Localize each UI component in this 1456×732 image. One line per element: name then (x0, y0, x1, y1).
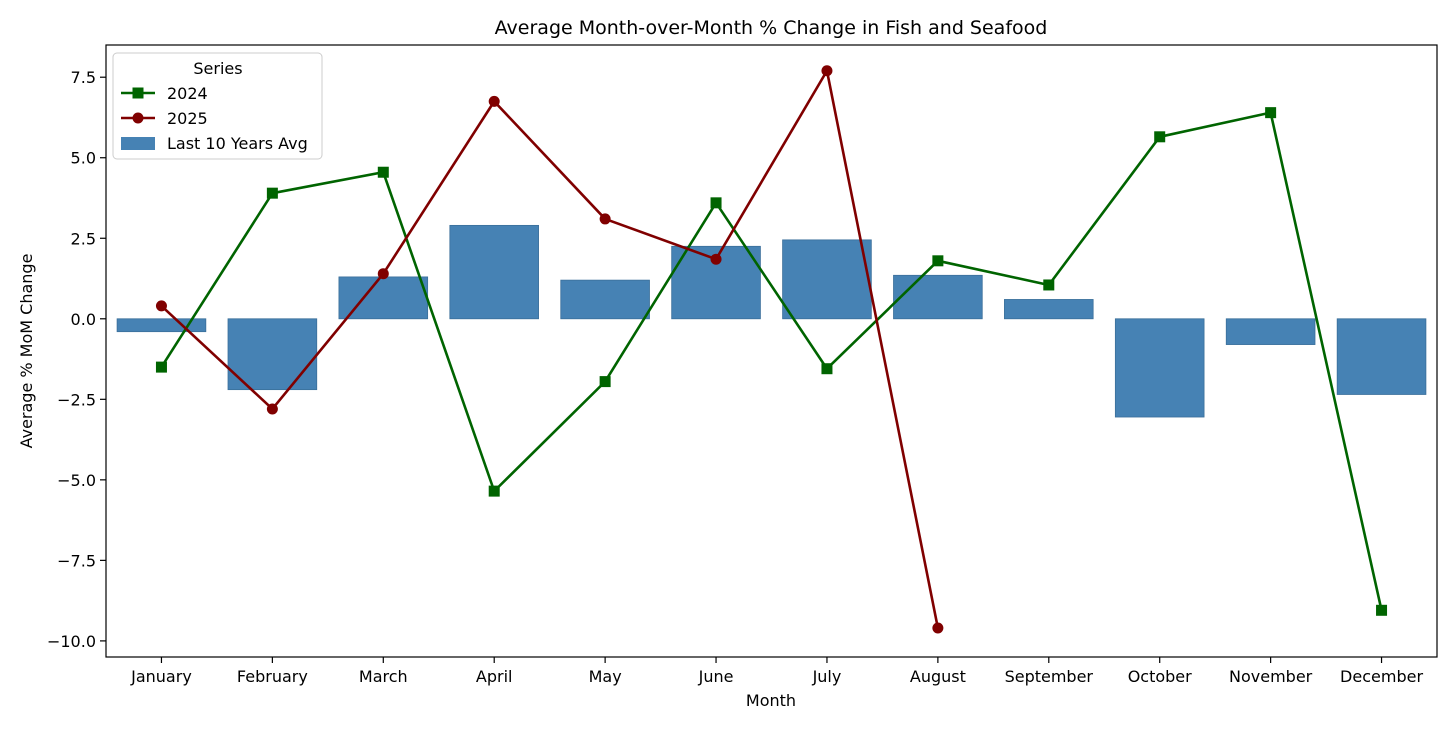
bar-july (782, 239, 872, 320)
series-line-2025 (160, 69, 940, 629)
x-tick-label-april: April (476, 667, 513, 686)
legend-box (112, 52, 323, 160)
plot-frame (105, 44, 1438, 658)
bar-may (560, 279, 650, 320)
point-2025-august (932, 622, 944, 634)
point-2025-may (599, 213, 611, 225)
point-2024-january (155, 361, 167, 373)
point-2025-june (710, 253, 722, 265)
y-tick-label: 0.0 (71, 310, 96, 329)
y-tick-label: −10.0 (47, 632, 96, 651)
point-2024-september (1043, 279, 1055, 291)
y-tick-label: −7.5 (57, 551, 96, 570)
x-tick-label-june: June (698, 667, 734, 686)
y-tick-label: 7.5 (71, 68, 96, 87)
y-axis: 7.5 5.0 2.5 0.0 −2.5 −5.0 −7.5 −10.0 (47, 68, 106, 651)
point-2024-november (1265, 107, 1277, 119)
x-tick-label-december: December (1340, 667, 1423, 686)
legend-title: Series (193, 59, 242, 78)
point-2024-october (1154, 131, 1166, 143)
legend-2025-label: 2025 (167, 109, 208, 128)
point-2024-march (377, 166, 389, 178)
bar-november (1225, 318, 1316, 345)
bar-april (449, 224, 539, 320)
point-2024-june (710, 197, 722, 209)
x-tick-label-november: November (1229, 667, 1313, 686)
legend-bars-swatch (121, 137, 155, 150)
markers-layer (155, 65, 1388, 634)
bar-august (893, 274, 983, 320)
legend-bars-label: Last 10 Years Avg (167, 134, 308, 153)
x-axis: January February March April May June July Augu… (130, 657, 1423, 686)
bar-january (116, 318, 207, 333)
y-tick-label: −2.5 (57, 390, 96, 409)
series-line-2024 (160, 111, 1383, 611)
point-2025-july (821, 65, 833, 77)
point-2025-january (155, 300, 167, 312)
point-2024-april (488, 485, 500, 497)
point-2025-april (488, 95, 500, 107)
x-tick-label-july: July (812, 667, 842, 686)
x-tick-label-january: January (130, 667, 192, 686)
x-axis-label: Month (746, 691, 796, 710)
y-tick-label: 5.0 (71, 149, 96, 168)
legend-2025-marker (132, 112, 144, 124)
point-2024-february (266, 187, 278, 199)
x-tick-label-august: August (910, 667, 966, 686)
legend: Series 2024 2025 Last 10 Years Avg (112, 52, 323, 160)
bar-october (1114, 318, 1205, 418)
y-tick-label: −5.0 (57, 471, 96, 490)
x-tick-label-march: March (359, 667, 408, 686)
x-tick-label-may: May (589, 667, 622, 686)
y-tick-label: 2.5 (71, 229, 96, 248)
bar-september (1004, 299, 1094, 320)
y-axis-label: Average % MoM Change (17, 254, 36, 449)
point-2025-march (377, 268, 389, 280)
legend-2024-label: 2024 (167, 84, 208, 103)
legend-2024-marker (132, 87, 144, 99)
point-2024-december (1376, 604, 1388, 616)
x-tick-label-october: October (1128, 667, 1192, 686)
plot-area (106, 45, 1437, 657)
x-tick-label-february: February (237, 667, 308, 686)
point-2024-may (599, 376, 611, 388)
point-2024-july (821, 363, 833, 375)
point-2025-february (266, 403, 278, 415)
point-2024-august (932, 255, 944, 267)
lines-layer (160, 69, 1383, 629)
bar-december (1336, 318, 1427, 395)
x-tick-label-september: September (1005, 667, 1094, 686)
bar-february (227, 318, 318, 391)
chart-title: Average Month-over-Month % Change in Fis… (495, 17, 1048, 39)
